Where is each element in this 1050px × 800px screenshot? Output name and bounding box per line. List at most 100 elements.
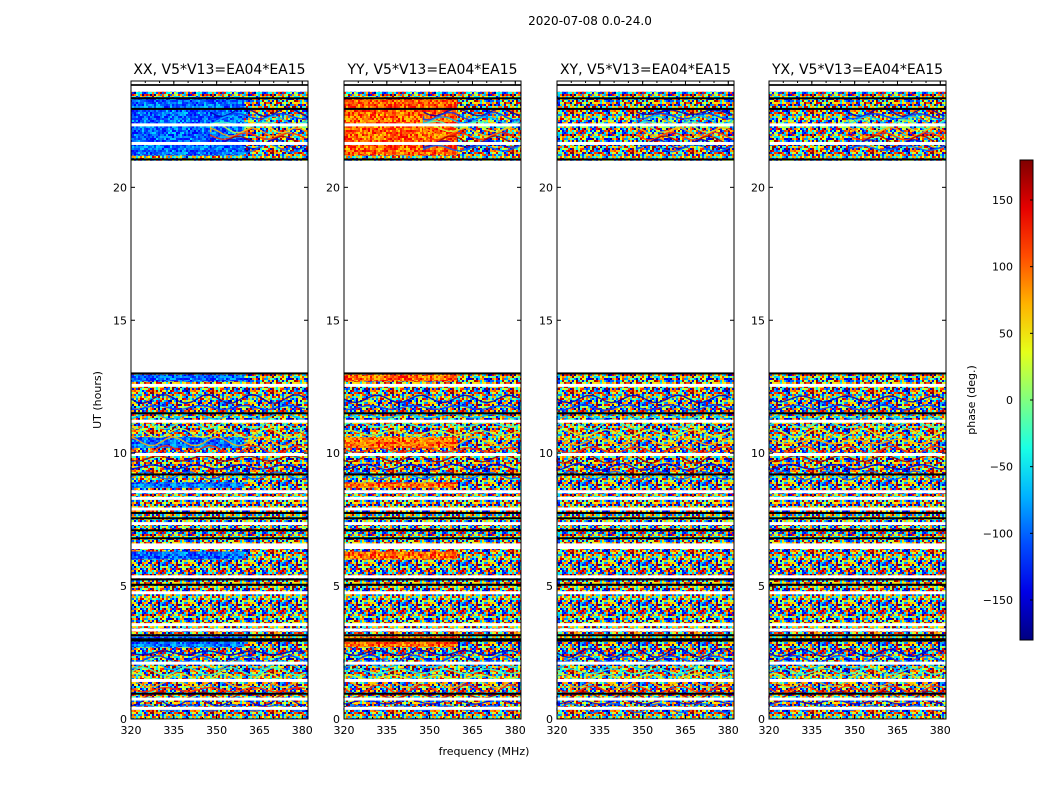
fringe-late — [847, 126, 946, 138]
fringe-early — [556, 647, 732, 659]
fringe-mid — [130, 455, 306, 462]
y-tick-label: 10 — [539, 447, 553, 460]
colorbar-tick-label: −100 — [983, 527, 1013, 540]
blanked-row — [131, 517, 308, 520]
blanked-row — [769, 412, 946, 415]
flagged-row — [344, 591, 521, 595]
y-tick-label: 5 — [333, 580, 340, 593]
blanked-row — [344, 517, 521, 520]
blanked-row — [557, 639, 734, 642]
flagged-row — [769, 496, 946, 500]
flagged-row — [557, 452, 734, 456]
panel-4: YX, V5*V13=EA04*EA15 320 335 350 365 380 0 5 10 1… — [751, 62, 951, 737]
flagged-row — [131, 546, 308, 550]
x-tick-label: 350 — [632, 724, 653, 737]
blanked-row — [769, 107, 946, 110]
fringe-mid — [556, 437, 732, 446]
colorbar-tick-label: −150 — [983, 594, 1013, 607]
blanked-row — [344, 537, 521, 540]
blanked-row — [557, 412, 734, 415]
fringe-early — [130, 654, 306, 664]
blanked-row — [557, 583, 734, 586]
blanked-row — [769, 583, 946, 586]
blanked-row — [344, 583, 521, 586]
flagged-row — [557, 623, 734, 627]
blanked-row — [131, 692, 308, 695]
fringe-early — [130, 686, 306, 693]
blanked-row — [769, 372, 946, 375]
top-strip-line — [557, 83, 734, 86]
panel-title: XY, V5*V13=EA04*EA15 — [560, 62, 731, 78]
fringe-late — [847, 112, 945, 120]
top-strip-line — [131, 83, 308, 86]
flagged-row — [131, 507, 308, 511]
blanked-row — [344, 97, 521, 100]
colorbar-label: phase (deg.) — [965, 365, 978, 435]
flagged-row — [769, 623, 946, 627]
blanked-row — [769, 517, 946, 520]
fringe-late — [422, 127, 520, 137]
y-tick-label: 0 — [546, 713, 553, 726]
flagged-row — [131, 661, 308, 665]
colorbar-tick-label: −50 — [990, 461, 1013, 474]
fringe-late — [847, 131, 945, 141]
x-tick-label: 350 — [419, 724, 440, 737]
flagged-row — [344, 141, 521, 145]
blanked-row — [769, 158, 946, 161]
x-tick-label: 380 — [718, 724, 739, 737]
flagged-row — [769, 490, 946, 494]
fringe-mid — [556, 462, 732, 472]
calibrator-band — [131, 636, 245, 648]
blanked-row — [769, 638, 946, 641]
suptitle: 2020-07-08 0.0-24.0 — [528, 14, 652, 28]
flagged-row — [131, 678, 308, 682]
flagged-row — [131, 706, 308, 710]
y-tick-label: 5 — [546, 580, 553, 593]
fringe-late — [635, 131, 733, 141]
flagged-row — [557, 383, 734, 387]
y-tick-label: 0 — [120, 713, 127, 726]
fringe-mid — [343, 463, 519, 471]
x-tick-label: 335 — [163, 724, 184, 737]
flagged-row — [769, 546, 946, 550]
y-tick-label: 5 — [758, 580, 765, 593]
flagged-row — [131, 628, 308, 632]
blanked-row — [344, 639, 521, 642]
fringe-mid — [343, 413, 519, 419]
flagged-row — [557, 575, 734, 579]
blanked-row — [131, 578, 308, 581]
blanked-row — [557, 158, 734, 161]
flagged-row — [557, 591, 734, 595]
flagged-row — [769, 419, 946, 423]
top-strip — [557, 81, 734, 92]
fringe-late — [847, 145, 945, 152]
flagged-row — [557, 490, 734, 494]
fringe-mid — [768, 395, 944, 403]
flagged-row — [557, 496, 734, 500]
flagged-row — [769, 706, 946, 710]
top-strip-line — [344, 83, 521, 86]
fringe-mid — [556, 394, 732, 404]
blanked-row — [131, 473, 308, 476]
panel-3: XY, V5*V13=EA04*EA15 320 335 350 365 380 0 5 10 1… — [539, 62, 739, 737]
fringe-mid — [130, 427, 306, 439]
flagged-row — [557, 546, 734, 550]
blanked-row — [344, 634, 521, 637]
flagged-row — [131, 522, 308, 526]
flagged-row — [344, 678, 521, 682]
flagged-row — [131, 623, 308, 627]
colorbar-tick-label: 50 — [999, 327, 1013, 340]
y-tick-label: 0 — [333, 713, 340, 726]
flagged-row — [769, 383, 946, 387]
panel-title: XX, V5*V13=EA04*EA15 — [133, 62, 305, 78]
blanked-row — [769, 537, 946, 540]
flagged-row — [557, 697, 734, 701]
flagged-row — [131, 452, 308, 456]
flagged-row — [557, 507, 734, 511]
fringe-early — [768, 654, 944, 664]
flagged-row — [557, 123, 734, 127]
blanked-row — [344, 529, 521, 532]
x-tick-label: 335 — [589, 724, 610, 737]
top-strip — [769, 81, 946, 92]
